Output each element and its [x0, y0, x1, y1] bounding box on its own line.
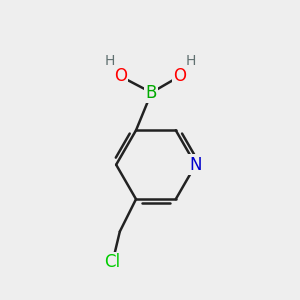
Text: H: H: [185, 54, 196, 68]
Text: N: N: [189, 156, 202, 174]
Text: O: O: [114, 68, 127, 85]
Text: H: H: [104, 54, 115, 68]
Text: Cl: Cl: [104, 254, 121, 272]
Text: B: B: [146, 84, 157, 102]
Text: O: O: [173, 68, 186, 85]
